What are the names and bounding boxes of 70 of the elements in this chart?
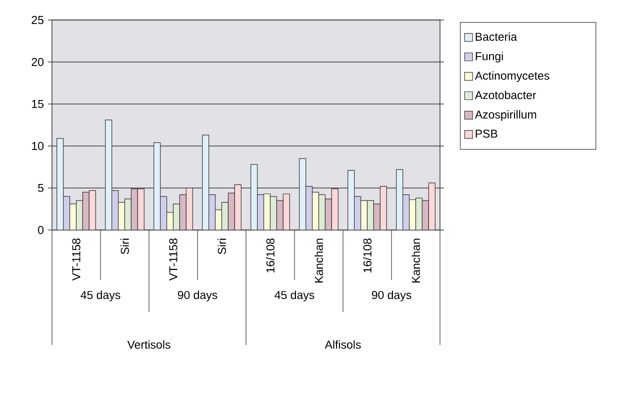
bar xyxy=(137,188,144,230)
bar xyxy=(318,194,326,230)
bar xyxy=(186,188,193,230)
bar xyxy=(105,120,112,230)
bar xyxy=(56,138,64,230)
text: 45 days xyxy=(80,290,120,302)
bar xyxy=(82,192,90,230)
x-tick-label: Kanchan xyxy=(412,238,420,282)
bar xyxy=(354,196,362,230)
x-tick-label: VT-1158 xyxy=(169,238,178,281)
bar xyxy=(348,170,355,230)
bar xyxy=(221,202,229,230)
bar xyxy=(202,134,210,230)
x-tick-label: 16/108 xyxy=(266,238,274,272)
legend-label: PSB xyxy=(476,130,498,138)
bar xyxy=(234,184,242,230)
bar xyxy=(324,198,332,230)
bar xyxy=(257,194,264,230)
bar xyxy=(283,194,290,230)
legend-label: Actinomycetes xyxy=(474,71,550,82)
y-tick-label: 10 xyxy=(32,142,44,150)
bar xyxy=(428,182,436,230)
bar xyxy=(160,196,168,230)
bar xyxy=(264,194,270,230)
bar xyxy=(130,188,138,230)
x-tick-label: Siri xyxy=(218,238,226,254)
bar xyxy=(360,200,368,230)
legend-label: Azospirillum xyxy=(474,110,536,121)
bar xyxy=(276,200,284,230)
bar xyxy=(112,190,119,230)
x-tick-label: VT-1158 xyxy=(72,238,80,281)
text: Vertisols xyxy=(127,340,170,349)
text: 45 days xyxy=(274,290,314,302)
bar xyxy=(299,158,306,230)
bar xyxy=(396,169,404,230)
bar xyxy=(76,200,84,230)
bar xyxy=(422,200,429,230)
bar xyxy=(124,198,132,230)
y-tick-label: 15 xyxy=(32,100,44,108)
bar xyxy=(380,186,387,230)
text: 90 days xyxy=(178,290,218,302)
x-tick-label: 16/108 xyxy=(363,238,372,272)
bar xyxy=(408,199,416,230)
bar xyxy=(154,142,161,230)
bar xyxy=(208,194,216,230)
bar xyxy=(366,200,374,230)
y-tick-label: 25 xyxy=(32,16,44,24)
y-tick-label: 0 xyxy=(38,226,44,234)
bar xyxy=(270,196,277,230)
legend-label: Azotobacter xyxy=(474,90,536,100)
bar xyxy=(63,196,70,230)
bar xyxy=(331,188,338,230)
x-tick-label: Kanchan xyxy=(314,238,323,282)
bar xyxy=(306,186,313,230)
bar xyxy=(250,164,258,230)
text: Alfisols xyxy=(324,340,361,349)
bar xyxy=(88,190,96,230)
legend-label: Fungi xyxy=(476,52,503,63)
bar xyxy=(312,192,320,230)
bar xyxy=(179,194,186,230)
bar xyxy=(228,192,235,230)
bar xyxy=(214,210,222,230)
y-tick-label: 20 xyxy=(32,58,44,66)
x-tick-label: Siri xyxy=(120,238,129,254)
bar xyxy=(415,198,423,230)
legend-label: Bacteria xyxy=(476,32,518,41)
y-tick-label: 5 xyxy=(38,184,44,192)
bar xyxy=(118,202,126,230)
bar xyxy=(402,194,410,230)
text: 90 days xyxy=(372,290,412,302)
